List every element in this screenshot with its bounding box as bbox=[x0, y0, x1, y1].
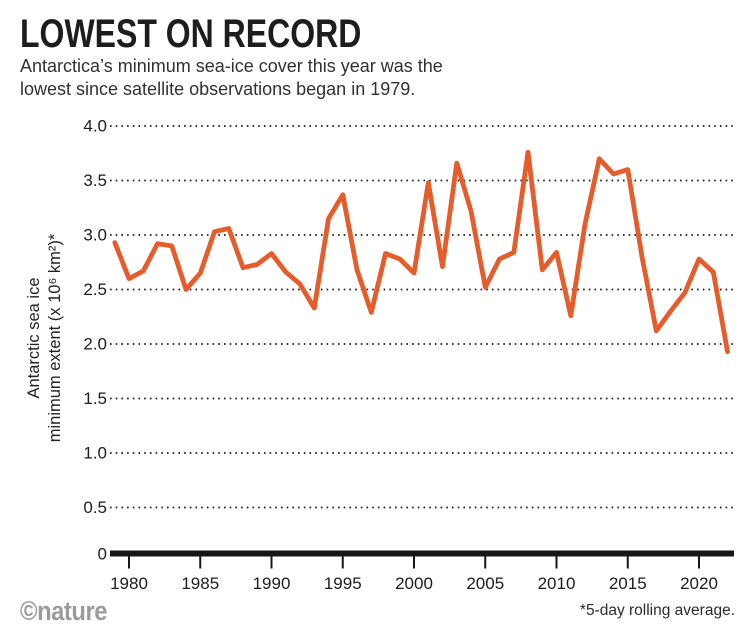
x-tick-label: 1985 bbox=[181, 574, 219, 593]
subtitle-line-2: lowest since satellite observations bega… bbox=[20, 79, 416, 100]
x-tick-label: 1995 bbox=[324, 574, 362, 593]
nature-logo: ©nature bbox=[20, 596, 108, 626]
chart-subtitle: Antarctica’s minimum sea-ice cover this … bbox=[20, 55, 443, 101]
y-tick-label: 0 bbox=[98, 545, 107, 564]
y-tick-label: 0.5 bbox=[83, 498, 107, 517]
y-tick-label: 3.0 bbox=[83, 226, 107, 245]
subtitle-line-1: Antarctica’s minimum sea-ice cover this … bbox=[20, 56, 443, 76]
y-tick-label: 2.5 bbox=[83, 280, 107, 299]
y-tick-label: 1.5 bbox=[83, 389, 107, 408]
page-title: LOWEST ON RECORD bbox=[20, 12, 362, 56]
y-tick-label: 1.0 bbox=[83, 444, 107, 463]
y-tick-label: 2.0 bbox=[83, 335, 107, 354]
x-tick-label: 2010 bbox=[538, 574, 576, 593]
footnote: *5-day rolling average. bbox=[579, 602, 735, 619]
x-tick-label: 2000 bbox=[395, 574, 433, 593]
x-tick-label: 2005 bbox=[466, 574, 504, 593]
x-tick-label: 1980 bbox=[110, 574, 148, 593]
x-tick-label: 2015 bbox=[609, 574, 647, 593]
sea-ice-line bbox=[112, 149, 730, 355]
x-tick-label: 1990 bbox=[253, 574, 291, 593]
y-tick-label: 4.0 bbox=[83, 117, 107, 136]
x-tick-label: 2020 bbox=[680, 574, 718, 593]
y-tick-label: 3.5 bbox=[83, 171, 107, 190]
x-axis-line bbox=[110, 550, 734, 557]
